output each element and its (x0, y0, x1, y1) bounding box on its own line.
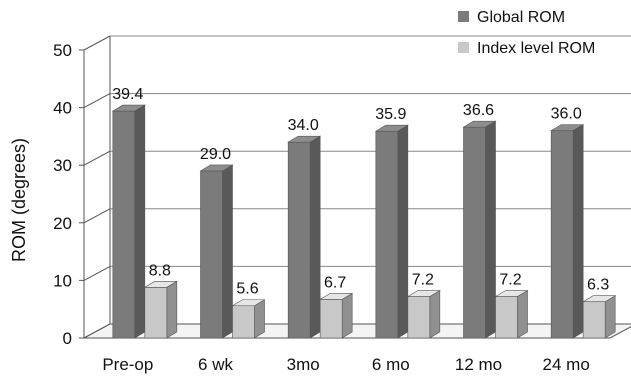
bar-index-side (254, 299, 265, 339)
bars (111, 104, 617, 339)
bar-index-side (166, 280, 178, 339)
bar-global-side (222, 164, 233, 339)
legend-swatch-global-rom (458, 11, 469, 22)
y-tick-label: 30 (53, 156, 72, 175)
bar-index-front (582, 301, 606, 339)
gridline-diagonal (83, 265, 111, 281)
bar-index-front (144, 287, 168, 339)
y-tick-label: 40 (53, 99, 72, 118)
bar-index-top (319, 293, 354, 300)
y-axis-title: ROM (degrees) (9, 138, 29, 262)
y-tick-label: 10 (53, 271, 72, 290)
data-label: 39.4 (112, 86, 143, 103)
bar-global-front (375, 130, 399, 339)
bar-global-side (397, 124, 409, 339)
gridline-diagonal (83, 150, 111, 166)
x-tick-label: 3mo (287, 355, 320, 374)
data-label: 6.3 (587, 277, 609, 294)
bar-global-front (550, 130, 574, 339)
data-label: 36.6 (463, 102, 494, 119)
bar-global-top (199, 164, 234, 172)
legend-swatch-index-level-rom (458, 42, 469, 53)
bar-index-side (604, 295, 616, 339)
bar-global-top (287, 135, 322, 143)
gridline-diagonal (83, 35, 111, 51)
y-tick-label: 0 (63, 329, 72, 348)
data-label: 7.2 (499, 272, 521, 289)
gridline-diagonal (83, 93, 111, 109)
bar-index-front (319, 299, 343, 339)
bar-global-top (462, 120, 497, 128)
x-tick-label: 12 mo (455, 355, 502, 374)
bar-index-top (406, 290, 441, 297)
legend: Global ROM Index level ROM (458, 9, 595, 57)
bar-global-top (374, 124, 409, 132)
bar-global-side (309, 135, 321, 339)
data-label: 8.8 (149, 262, 171, 279)
data-label: 6.7 (324, 274, 346, 291)
legend-label-index-level-rom: Index level ROM (477, 40, 595, 57)
bar-global-front (112, 110, 136, 339)
bar-index-front (232, 305, 255, 339)
data-label: 7.2 (412, 272, 434, 289)
bar-index-front (407, 296, 431, 339)
bar-global-side (572, 124, 584, 339)
bar-global-front (287, 141, 311, 339)
gridline-diagonal (83, 208, 111, 224)
bar-index-top (582, 295, 617, 303)
bar-global-side (134, 104, 146, 339)
bar-index-top (494, 290, 529, 297)
bar-index-front (495, 296, 518, 339)
data-label: 34.0 (288, 117, 319, 134)
bar-index-top (231, 299, 266, 307)
data-labels: 39.4 8.8 29.0 5.6 34.0 6.7 35.9 7.2 36.6 7.2 36.0 6… (112, 86, 609, 298)
legend-label-global-rom: Global ROM (477, 9, 565, 26)
bar-index-side (341, 292, 353, 339)
bar-global-top (550, 124, 585, 131)
bar-index-side (517, 289, 528, 339)
bar-global-front (463, 126, 486, 339)
bar-global-top (111, 104, 146, 112)
data-label: 5.6 (236, 281, 258, 298)
x-tick-label: 24 mo (543, 355, 590, 374)
x-tick-label: 6 wk (198, 355, 233, 374)
data-label: 35.9 (375, 106, 406, 123)
x-tick-label: Pre-op (102, 355, 153, 374)
data-label: 29.0 (200, 146, 231, 163)
y-tick-label: 20 (53, 214, 72, 233)
x-tick-label: 6 mo (372, 355, 410, 374)
y-tick-label: 50 (53, 41, 72, 60)
bar-global-side (485, 120, 496, 339)
data-label: 36.0 (551, 106, 582, 123)
bar-global-front (200, 170, 223, 339)
bar-index-side (429, 289, 441, 339)
bar-index-top (143, 281, 178, 288)
